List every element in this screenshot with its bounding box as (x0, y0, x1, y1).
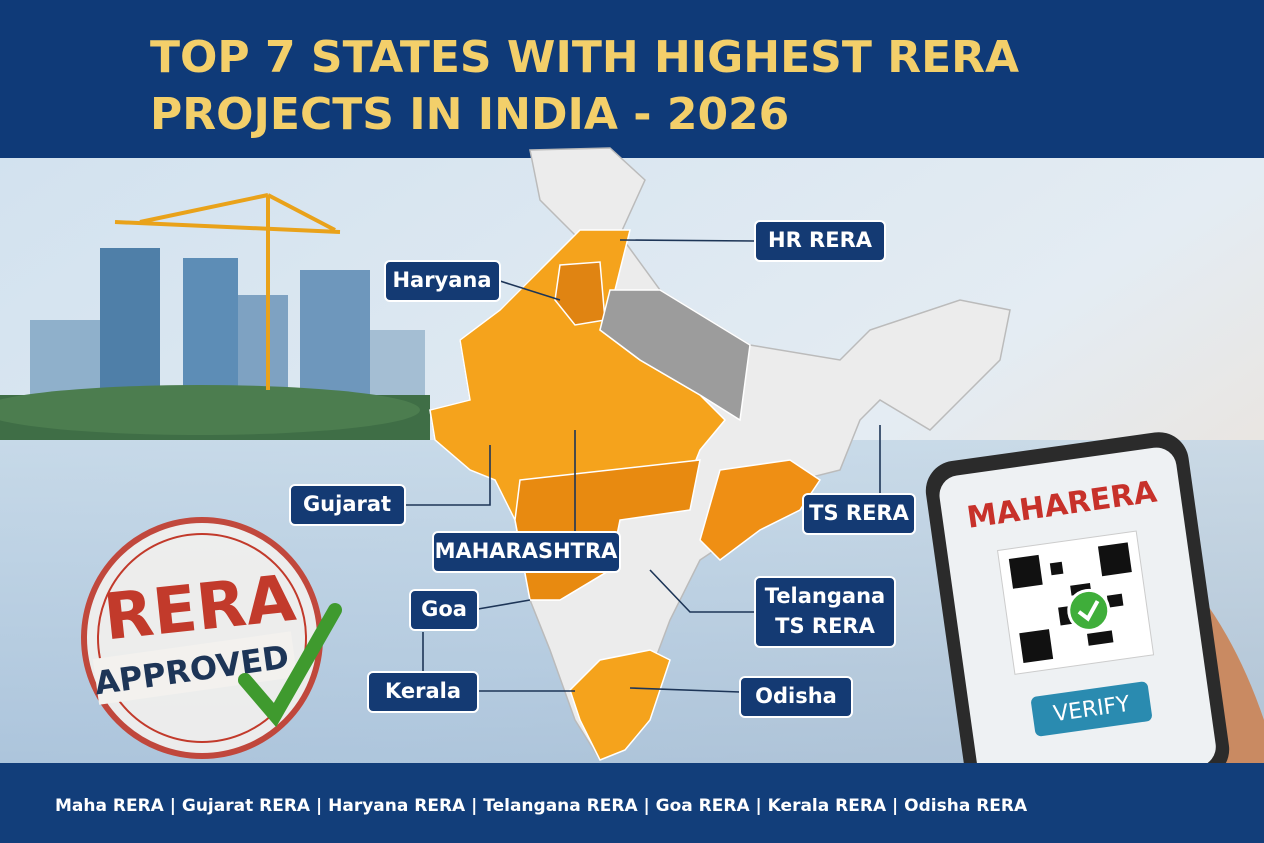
state-label: Kerala (385, 679, 461, 703)
state-label: TS RERA (809, 501, 909, 525)
label-box (754, 220, 886, 262)
footer-text: Maha RERA | Gujarat RERA | Haryana RERA … (55, 796, 1028, 816)
label-box (754, 576, 896, 648)
label-box (802, 493, 916, 535)
skyline (0, 248, 430, 440)
crane (114, 193, 341, 390)
state-label: MAHARASHTRA (435, 539, 619, 563)
state-label: Gujarat (303, 492, 391, 516)
state-label: Odisha (755, 684, 837, 708)
label-box (367, 671, 479, 713)
state-label: HR RERA (768, 228, 873, 252)
footer-band (0, 763, 1264, 843)
title-line: TOP 7 STATES WITH HIGHEST RERA (150, 32, 1019, 83)
state-label: Goa (421, 597, 467, 621)
label-box (739, 676, 853, 718)
title-line: PROJECTS IN INDIA - 2026 (150, 89, 789, 140)
stamp: RERA APPROVED (81, 517, 342, 759)
header-band (0, 0, 1264, 158)
label-box (432, 531, 621, 573)
india-map (429, 147, 1011, 762)
label-box (409, 589, 479, 631)
state-label: Haryana (392, 268, 491, 292)
label-box (384, 260, 501, 302)
leader-lines (405, 239, 881, 693)
label-box (289, 484, 406, 526)
state-label: TS RERA (775, 614, 875, 638)
phone: MAHARERA VERIFY (925, 432, 1230, 808)
state-label: Telangana (765, 584, 885, 608)
